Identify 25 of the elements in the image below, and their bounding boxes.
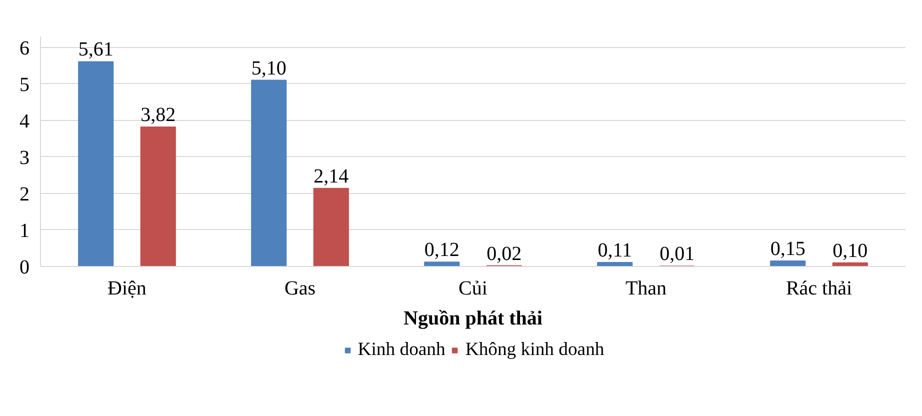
legend-label: Không kinh doanh — [465, 339, 604, 361]
data-label: 5,61 — [78, 38, 114, 61]
data-label: 0,11 — [598, 239, 632, 262]
data-label: 0,15 — [770, 238, 806, 260]
y-tick-label: 4 — [20, 110, 30, 132]
x-tick-label: Than — [625, 278, 667, 300]
legend-label: Kinh doanh — [358, 339, 446, 361]
data-label: 0,01 — [660, 243, 695, 266]
y-tick-label: 2 — [20, 183, 30, 206]
y-tick-label: 3 — [20, 146, 30, 169]
x-tick-label: Rác thải — [786, 278, 852, 300]
data-label: 3,82 — [140, 104, 176, 126]
data-label: 2,14 — [314, 165, 349, 188]
y-tick-label: 1 — [20, 220, 30, 242]
y-tick-label: 6 — [20, 37, 30, 60]
x-axis-title: Nguồn phát thải — [404, 308, 543, 330]
x-tick-label: Gas — [284, 278, 316, 300]
data-label: 0,12 — [424, 239, 460, 262]
x-tick-label: Điện — [108, 278, 146, 300]
x-tick-label: Củi — [458, 278, 488, 300]
data-label: 0,02 — [486, 242, 522, 265]
y-tick-label: 5 — [20, 74, 30, 96]
y-tick-label: 0 — [20, 256, 30, 278]
data-label: 5,10 — [251, 57, 286, 80]
data-label: 0,10 — [832, 240, 868, 262]
